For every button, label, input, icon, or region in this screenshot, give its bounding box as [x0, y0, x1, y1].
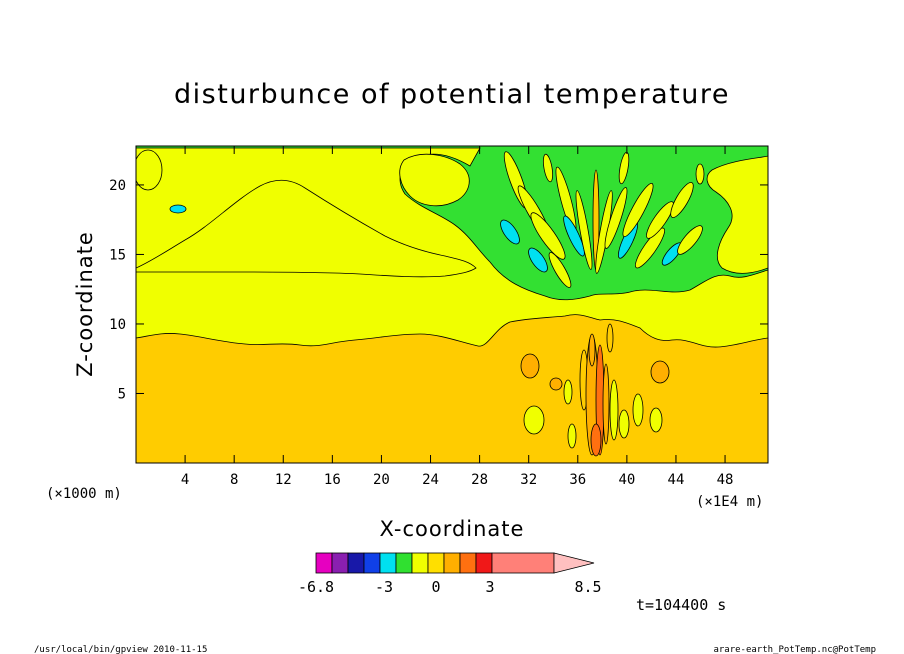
colorbar-segment [443, 552, 461, 574]
time-label: t=104400 s [636, 596, 726, 614]
footer-left: /usr/local/bin/gpview 2010-11-15 [34, 645, 207, 654]
x-tick-label: 20 [373, 472, 390, 488]
x-tick-label: 40 [618, 472, 635, 488]
colorbar: -6.8 -3 0 3 8.5 [298, 552, 602, 596]
y-tick-label: 10 [109, 317, 126, 333]
x-axis: 4 8 12 16 20 24 28 32 36 40 44 48 [181, 146, 734, 488]
chart-title: disturbunce of potential temperature [174, 79, 730, 110]
x-tick-label: 16 [324, 472, 341, 488]
contour-blob-cyan-left [169, 204, 187, 214]
x-tick-label: 44 [668, 472, 685, 488]
colorbar-tick-label: 3 [485, 578, 494, 596]
colorbar-segment [395, 552, 413, 574]
contour-blob-yellow-left [136, 149, 163, 191]
contour-blob-yellow-upper-right [706, 155, 768, 274]
y-tick-label: 20 [109, 178, 126, 194]
colorbar-segment [411, 552, 429, 574]
y-axis-label: Z-coordinate [73, 231, 97, 377]
colorbar-segment [475, 552, 493, 574]
x-unit-label: (×1E4 m) [696, 494, 763, 510]
colorbar-segment [491, 552, 555, 574]
footer-right: arare-earth_PotTemp.nc@PotTemp [713, 645, 876, 654]
y-axis: 5 10 15 20 [109, 178, 768, 402]
colorbar-segment [315, 552, 333, 574]
colorbar-segment [459, 552, 477, 574]
colorbar-tick-label: -6.8 [298, 578, 334, 596]
contour-field [136, 146, 768, 463]
x-tick-label: 12 [275, 472, 292, 488]
x-tick-label: 4 [181, 472, 189, 488]
x-tick-label: 28 [471, 472, 488, 488]
contour-blob-yellow-upper-mid [399, 153, 470, 207]
contour-band-yellow-hill [136, 179, 477, 278]
x-tick-label: 8 [230, 472, 238, 488]
wave-streaks [500, 151, 705, 288]
colorbar-segment [347, 552, 365, 574]
colorbar-segment [331, 552, 349, 574]
convective-column [520, 323, 670, 457]
y-tick-label: 5 [118, 386, 126, 402]
plot-frame [135, 145, 769, 464]
y-unit-label: (×1000 m) [46, 486, 122, 502]
colorbar-tick-label: -3 [375, 578, 393, 596]
x-tick-label: 36 [569, 472, 586, 488]
x-tick-label: 32 [520, 472, 537, 488]
colorbar-segment [363, 552, 381, 574]
x-tick-label: 48 [717, 472, 734, 488]
x-axis-label: X-coordinate [380, 517, 525, 541]
colorbar-extend-arrow [553, 552, 595, 574]
x-tick-label: 24 [422, 472, 439, 488]
colorbar-segment [427, 552, 445, 574]
colorbar-segment [379, 552, 397, 574]
colorbar-tick-label: 8.5 [574, 578, 601, 596]
colorbar-tick-label: 0 [431, 578, 440, 596]
y-tick-label: 15 [109, 247, 126, 263]
